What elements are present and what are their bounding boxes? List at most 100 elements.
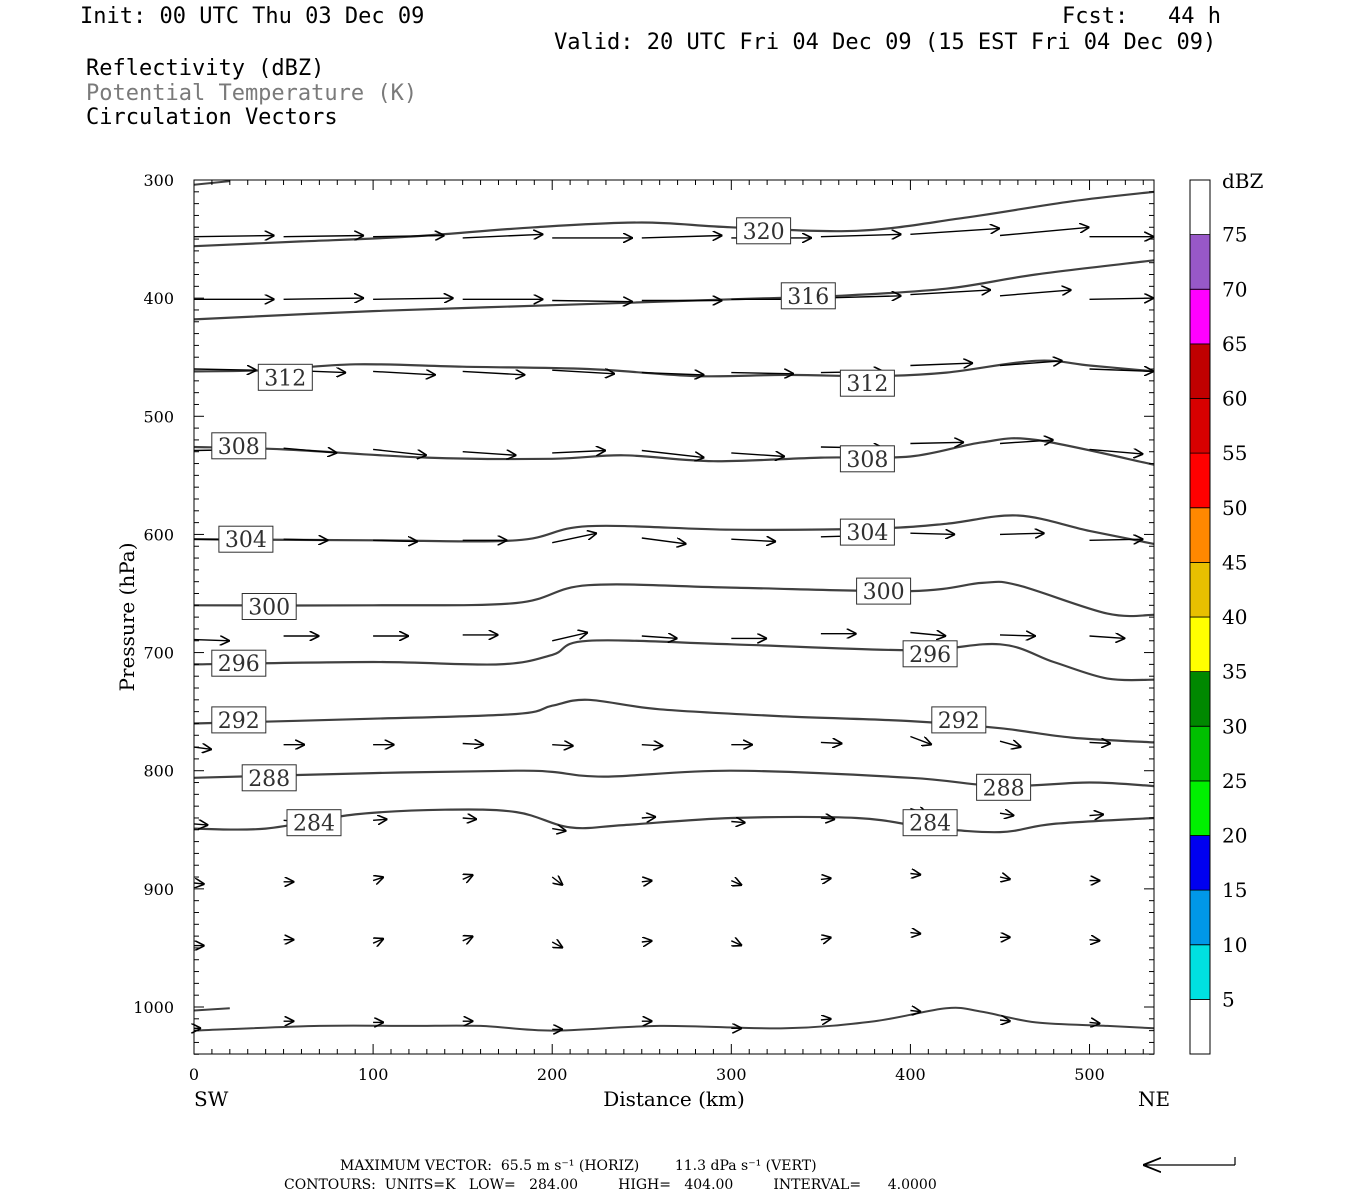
colorbar-segment [1189, 944, 1211, 1000]
circulation-vector [193, 640, 230, 641]
contour-line-284 [193, 808, 1155, 834]
colorbar-segment [1189, 179, 1211, 235]
x-tick-label: 100 [358, 1065, 389, 1084]
colorbar-level-label: 25 [1222, 769, 1247, 793]
circulation-vector [552, 301, 633, 302]
colorbar-level-label: 75 [1222, 223, 1247, 247]
circulation-vector [462, 234, 544, 238]
circulation-vector [373, 540, 418, 541]
circulation-vector [1089, 940, 1101, 941]
contour-label-box [257, 363, 313, 391]
circulation-vector [641, 537, 687, 544]
circulation-vector [999, 361, 1063, 366]
circulation-vector [373, 236, 445, 237]
colorbar-segment [1189, 616, 1211, 672]
contour-line-312 [193, 359, 1155, 378]
circulation-vector [463, 936, 474, 941]
theta-contours [193, 180, 1155, 1032]
contour-label: 292 [938, 709, 980, 734]
circulation-vector [820, 1019, 832, 1020]
contour-label: 292 [218, 709, 260, 734]
colorbar-level-label: 60 [1222, 387, 1247, 411]
y-tick-label: 700 [143, 644, 174, 663]
circulation-vector [641, 941, 653, 942]
colorbar-level-label: 5 [1222, 987, 1235, 1011]
circulation-vector [1089, 636, 1126, 638]
circulation-vector [820, 234, 902, 236]
y-tick-label: 900 [143, 880, 174, 899]
circulation-vector [731, 453, 785, 457]
circulation-vector [552, 829, 566, 831]
colorbar-segment [1189, 562, 1211, 618]
circulation-vector [641, 817, 656, 818]
circulation-vector [1089, 814, 1104, 815]
contour-labels: 320 316 312 312 308 308 304 304 300 300 296 296 292 2… [211, 217, 1032, 837]
contour-label: 312 [264, 366, 306, 391]
circulation-vector [731, 881, 742, 886]
x-end-label-ne: NE [1138, 1087, 1170, 1111]
contour-info-text: CONTOURS: UNITS=K LOW= 284.00 HIGH= 404.… [284, 1177, 937, 1193]
circulation-vector [999, 1020, 1011, 1021]
circulation-vector [910, 533, 955, 534]
y-tick-label: 300 [143, 171, 174, 190]
circulation-vector [910, 442, 964, 443]
contour-label: 284 [909, 812, 951, 837]
circulation-vector [551, 877, 563, 885]
circulation-vector [373, 939, 384, 944]
colorbar-segment [1189, 835, 1211, 891]
plot-frame [193, 179, 1155, 1055]
contour-line-surface [193, 1006, 1155, 1032]
circulation-vector [910, 363, 973, 365]
colorbar-level-label: 35 [1222, 660, 1247, 684]
contour-label-box [211, 649, 267, 677]
x-tick-label: 0 [189, 1065, 199, 1084]
colorbar-unit: dBZ [1222, 169, 1264, 193]
max-vector-text: MAXIMUM VECTOR: 65.5 m s⁻¹ (HORIZ) 11.3 … [340, 1158, 817, 1174]
contour-line-292 [193, 698, 1155, 744]
colorbar-segment [1189, 343, 1211, 399]
circulation-vector [910, 633, 946, 637]
contour-line-296 [193, 639, 1155, 682]
colorbar-segment [1189, 671, 1211, 727]
colorbar-segment [1189, 780, 1211, 836]
contour-label-box [241, 764, 297, 792]
field-potential-temperature: Potential Temperature (K) [86, 81, 418, 106]
circulation-vector [820, 937, 832, 939]
contour-label-box [902, 640, 958, 668]
dbz-colorbar: 5 10 15 20 25 30 35 40 45 50 55 60 65 70 75 [1189, 179, 1247, 1055]
circulation-vector [1089, 298, 1155, 299]
contour-label: 296 [218, 652, 260, 677]
circulation-vector [552, 745, 574, 746]
contour-label: 308 [846, 448, 888, 473]
circulation-vector [999, 635, 1036, 636]
circulation-vector [463, 875, 474, 880]
y-tick-label: 500 [143, 407, 174, 426]
circulation-vector [1089, 449, 1144, 454]
contour-label-box [736, 217, 792, 245]
contour-label-box [241, 593, 297, 620]
colorbar-segment [1189, 452, 1211, 509]
circulation-vector [641, 745, 664, 746]
colorbar-level-label: 70 [1222, 277, 1247, 301]
circulation-vector [641, 636, 678, 638]
circulation-vector [999, 290, 1072, 297]
circulation-vector [193, 824, 208, 825]
contour-label: 308 [218, 435, 260, 460]
colorbar-level-label: 10 [1222, 933, 1247, 957]
circulation-vector [641, 449, 705, 458]
contour-label-box [211, 706, 267, 734]
circulation-vector [373, 819, 387, 820]
forecast-hour: Fcst: 44 h [1062, 4, 1221, 29]
circulation-vector [1089, 742, 1112, 743]
colorbar-level-label: 30 [1222, 714, 1247, 738]
circulation-vector [193, 883, 205, 884]
y-tick-label: 400 [143, 289, 174, 308]
contour-label-box [780, 282, 836, 310]
y-tick-label: 800 [143, 762, 174, 781]
circulation-vector [641, 236, 723, 238]
circulation-vector [373, 371, 436, 375]
axes: 300 400 500 600 700 800 900 1000 0 100 200 300 400 50… [133, 171, 1154, 1084]
contour-label-box [218, 525, 274, 553]
contour-label: 300 [248, 596, 290, 621]
circulation-vector [999, 440, 1054, 444]
